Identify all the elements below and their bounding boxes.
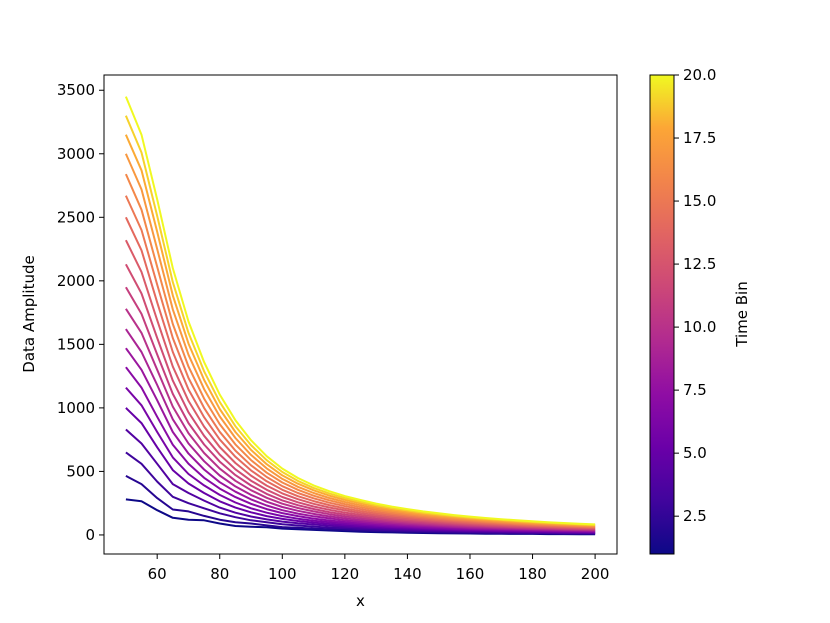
series-line-18 (124, 134, 596, 527)
y-tick-label: 0 (85, 526, 95, 544)
y-tick-label: 3500 (57, 81, 95, 99)
y-axis-label: Data Amplitude (20, 255, 38, 372)
x-tick-label: 140 (393, 565, 422, 583)
colorbar-gradient (649, 74, 675, 555)
colorbar-tick-label: 2.5 (683, 507, 707, 525)
y-tick-label: 1500 (57, 335, 95, 353)
series-line-20 (124, 96, 596, 526)
colorbar-ticks: 2.5 5.0 7.5 10.0 12.5 15.0 17.5 20.0 (674, 66, 716, 525)
colorbar-label: Time Bin (733, 281, 751, 347)
y-tick-label: 2000 (57, 272, 95, 290)
y-tick-label: 2500 (57, 208, 95, 226)
x-tick-label: 60 (148, 565, 167, 583)
x-tick-label: 100 (268, 565, 297, 583)
series-layer (124, 96, 596, 536)
x-tick-label: 160 (456, 565, 485, 583)
x-tick-label: 180 (518, 565, 547, 583)
series-line-19 (124, 115, 596, 526)
x-tick-label: 120 (331, 565, 360, 583)
y-tick-label: 500 (66, 462, 95, 480)
x-tick-label: 80 (210, 565, 229, 583)
plot-frame (103, 74, 618, 555)
x-tick-label: 200 (581, 565, 610, 583)
colorbar-tick-label: 7.5 (683, 381, 707, 399)
colorbar-tick-label: 20.0 (683, 66, 716, 84)
colorbar-tick-label: 10.0 (683, 318, 716, 336)
colorbar-tick-label: 5.0 (683, 444, 707, 462)
y-tick-label: 1000 (57, 399, 95, 417)
y-tick-label: 3000 (57, 145, 95, 163)
colorbar-tick-label: 17.5 (683, 129, 716, 147)
series-line-11 (125, 286, 596, 531)
colorbar-tick-label: 12.5 (683, 255, 716, 273)
colorbar-tick-label: 15.0 (683, 192, 716, 210)
x-axis: 60 80 100 120 140 160 180 200 (148, 554, 610, 583)
y-axis: 0 500 1000 1500 2000 2500 3000 3500 (57, 81, 104, 544)
x-axis-label: x (356, 592, 365, 610)
colorbar: 2.5 5.0 7.5 10.0 12.5 15.0 17.5 20.0 Time Bin (649, 66, 751, 555)
